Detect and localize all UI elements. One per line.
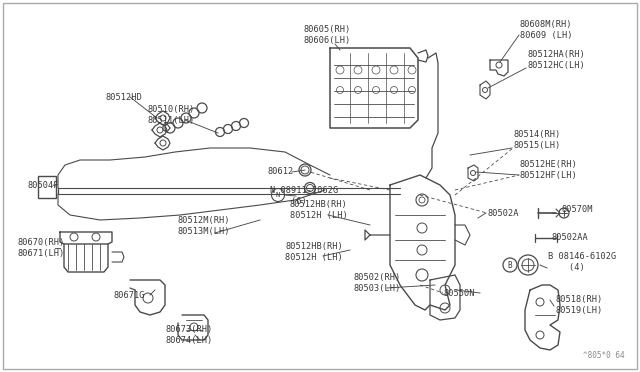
Text: 80512HB(RH)
80512H (LH): 80512HB(RH) 80512H (LH) xyxy=(290,200,348,220)
Text: ^805*0 64: ^805*0 64 xyxy=(584,351,625,360)
Text: 80512HE(RH)
80512HF(LH): 80512HE(RH) 80512HF(LH) xyxy=(520,160,578,180)
Text: N: N xyxy=(276,192,280,198)
Text: 80512HD: 80512HD xyxy=(105,93,141,102)
Text: 80670(RH)
80671(LH): 80670(RH) 80671(LH) xyxy=(18,238,65,258)
Text: 80512M(RH)
80513M(LH): 80512M(RH) 80513M(LH) xyxy=(178,216,230,236)
Text: 80512HA(RH)
80512HC(LH): 80512HA(RH) 80512HC(LH) xyxy=(527,50,585,70)
Text: B 08146-6102G
    (4): B 08146-6102G (4) xyxy=(548,252,616,272)
Text: 80612: 80612 xyxy=(267,167,293,176)
Text: 80518(RH)
80519(LH): 80518(RH) 80519(LH) xyxy=(556,295,604,315)
Text: B: B xyxy=(508,260,512,269)
Text: 80502(RH)
80503(LH): 80502(RH) 80503(LH) xyxy=(353,273,400,293)
Text: 80502A: 80502A xyxy=(487,208,518,218)
Text: 80502AA: 80502AA xyxy=(551,232,588,241)
Text: 80512HB(RH)
80512H (LH): 80512HB(RH) 80512H (LH) xyxy=(285,242,343,262)
Text: 80550N: 80550N xyxy=(443,289,474,298)
Bar xyxy=(38,176,56,198)
Text: 80673(RH)
80674(LH): 80673(RH) 80674(LH) xyxy=(165,325,212,345)
Text: 80570M: 80570M xyxy=(562,205,593,215)
Text: 80510(RH)
80511(LH): 80510(RH) 80511(LH) xyxy=(148,105,195,125)
Text: 80605(RH)
80606(LH): 80605(RH) 80606(LH) xyxy=(303,25,350,45)
Text: 80514(RH)
80515(LH): 80514(RH) 80515(LH) xyxy=(513,130,560,150)
Text: 80671G: 80671G xyxy=(113,291,145,299)
Text: 80608M(RH)
80609 (LH): 80608M(RH) 80609 (LH) xyxy=(520,20,573,40)
Text: N 08911-1062G
    (6): N 08911-1062G (6) xyxy=(270,186,339,206)
Text: 80504F: 80504F xyxy=(28,180,60,189)
